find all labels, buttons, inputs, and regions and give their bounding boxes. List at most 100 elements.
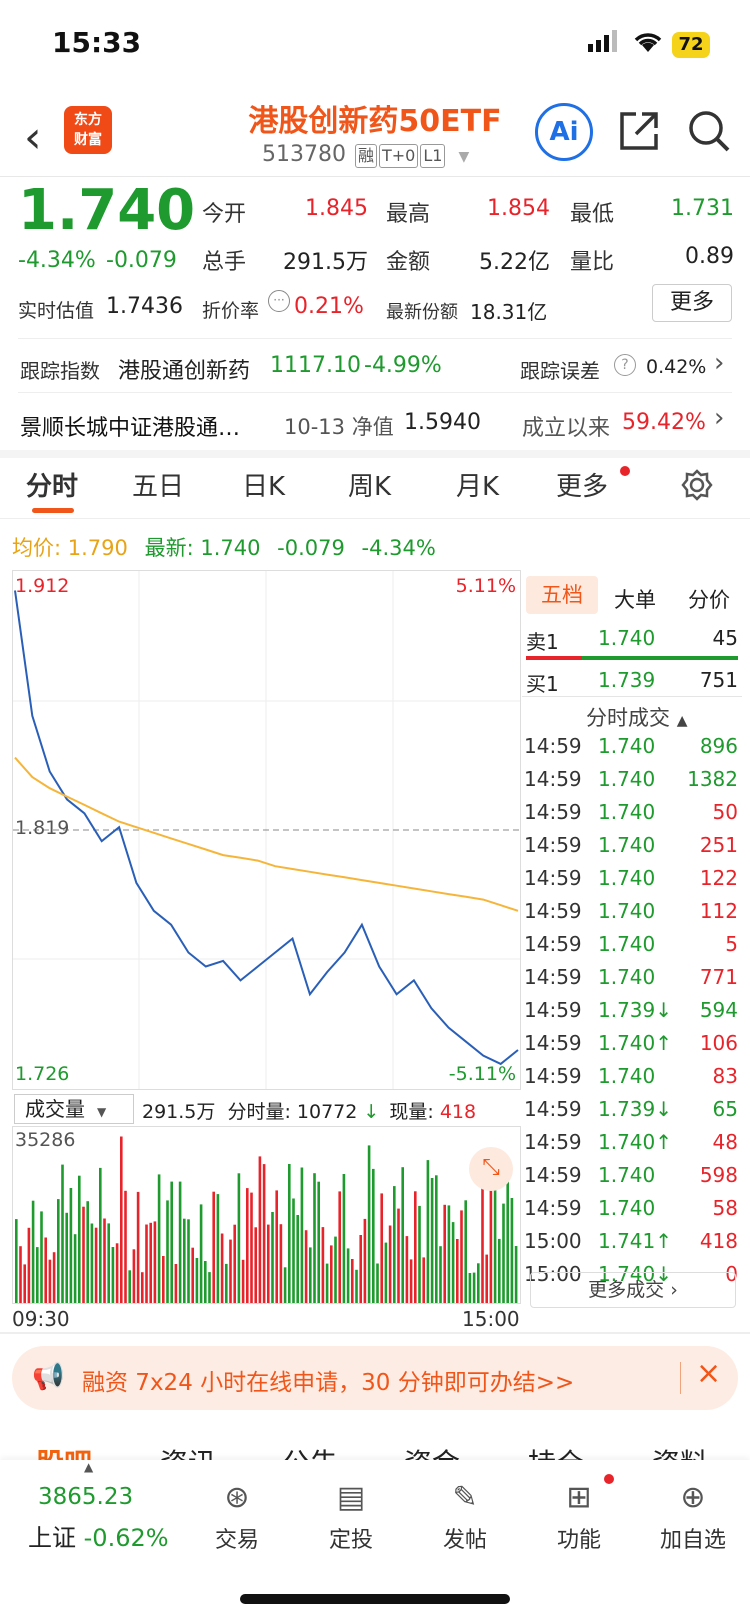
- volume-bar: [477, 1263, 480, 1303]
- chevron-right-icon[interactable]: ›: [714, 403, 725, 433]
- volume-bar: [313, 1173, 316, 1303]
- ai-assistant-button[interactable]: Ai: [535, 103, 593, 161]
- tick-price: 1.740: [598, 866, 656, 890]
- volume-bar: [237, 1173, 241, 1303]
- tick-time: 14:59: [524, 899, 582, 923]
- tab-five-level[interactable]: 五档: [526, 576, 598, 614]
- tab-5day[interactable]: 五日: [132, 472, 185, 502]
- tick-volume: 598: [699, 1163, 738, 1187]
- subtab-notice[interactable]: 公告: [282, 1442, 338, 1462]
- volume-bar: [271, 1212, 274, 1303]
- subtab-holding[interactable]: 持仓: [528, 1442, 584, 1462]
- help-icon[interactable]: ?: [614, 354, 636, 376]
- subtab-profile[interactable]: 资料: [652, 1442, 708, 1462]
- grid-icon: ⊞: [566, 1480, 592, 1515]
- volume-bar: [178, 1181, 182, 1303]
- volume-bar: [204, 1261, 207, 1303]
- tab-monthly-k[interactable]: 月K: [456, 472, 500, 502]
- minute-vol: 10772: [296, 1101, 358, 1123]
- tick-volume: 83: [712, 1064, 738, 1088]
- intraday-chart[interactable]: 1.912 5.11% 1.819 1.726 -5.11%: [12, 570, 521, 1090]
- volume-bar: [246, 1188, 249, 1303]
- chevron-right-icon[interactable]: ›: [714, 348, 725, 378]
- tracking-error-value: 0.42%: [646, 356, 707, 378]
- nav-add-watchlist-label: 加自选: [659, 1528, 726, 1553]
- search-icon[interactable]: [686, 108, 732, 158]
- tick-row: 15:00 1.740↓ 0: [522, 1262, 742, 1294]
- index-ticker[interactable]: 上证 -0.62%: [28, 1518, 169, 1553]
- tab-price-dist[interactable]: 分价: [688, 588, 730, 612]
- volume-bar: [393, 1186, 396, 1303]
- volume-bar: [31, 1200, 35, 1303]
- high-label: 最高: [386, 202, 431, 227]
- volume-bar: [124, 1190, 127, 1303]
- low-label: 最低: [570, 202, 615, 227]
- sort-up-icon: ▲: [676, 713, 688, 729]
- tick-price: 1.741↑: [598, 1229, 673, 1253]
- volume-bar: [115, 1243, 119, 1303]
- volume-bar: [262, 1164, 266, 1303]
- open-value: 1.845: [305, 196, 368, 221]
- tab-daily-k[interactable]: 日K: [242, 472, 286, 502]
- volume-bar: [498, 1238, 501, 1303]
- tick-row: 14:59 1.740 1382: [522, 767, 742, 799]
- volume-bar: [128, 1270, 131, 1303]
- nav-functions[interactable]: ⊞ 功能: [534, 1480, 624, 1554]
- volume-bar: [435, 1175, 438, 1303]
- volume-bar: [439, 1246, 442, 1303]
- tick-volume: 251: [699, 833, 738, 857]
- volume-bar: [514, 1246, 518, 1303]
- security-code-row[interactable]: 513780 融 T+0 L1 ▼: [262, 142, 469, 168]
- volume-bar: [191, 1247, 194, 1303]
- tick-volume: 0: [725, 1262, 738, 1286]
- subtab-fund[interactable]: 资金: [404, 1442, 460, 1462]
- nav-auto-invest[interactable]: ▤ 定投: [306, 1480, 396, 1554]
- tab-intraday[interactable]: 分时: [26, 472, 79, 502]
- volume-bar: [451, 1222, 455, 1303]
- back-icon[interactable]: ‹: [24, 112, 42, 163]
- promo-banner[interactable]: 📢 融资 7x24 小时在线申请，30 分钟即可办结>> ×: [12, 1346, 738, 1410]
- close-icon[interactable]: ×: [696, 1356, 722, 1391]
- volume-bar: [330, 1245, 333, 1303]
- volume-bar: [384, 1242, 388, 1303]
- volume-bar: [481, 1169, 484, 1303]
- volume-bar: [430, 1178, 434, 1303]
- volume-bar: [90, 1223, 94, 1303]
- subtab-guba[interactable]: 股吧: [36, 1442, 92, 1462]
- volume-selector-label: 成交量: [25, 1097, 85, 1121]
- tab-weekly-k[interactable]: 周K: [348, 472, 392, 502]
- tick-row: 14:59 1.740 5: [522, 932, 742, 964]
- nav-add-watchlist[interactable]: ⊕ 加自选: [648, 1480, 738, 1554]
- tab-more[interactable]: 更多: [556, 472, 609, 502]
- volume-bar: [86, 1201, 89, 1303]
- share-icon[interactable]: [616, 108, 662, 158]
- fund-name[interactable]: 景顺长城中证港股通…: [20, 416, 241, 441]
- ticks-title[interactable]: 分时成交 ▲: [586, 702, 687, 732]
- tick-time: 15:00: [524, 1229, 582, 1253]
- volume-bar: [388, 1225, 392, 1303]
- tracking-index-name[interactable]: 港股通创新药: [118, 359, 251, 384]
- tick-time: 14:59: [524, 767, 582, 791]
- volume-chart[interactable]: 35286 ⤡: [12, 1126, 521, 1304]
- volume-bar: [233, 1224, 236, 1303]
- nav-trade[interactable]: ⊛ 交易: [192, 1480, 282, 1554]
- time-start: 09:30: [12, 1307, 70, 1331]
- volume-bar: [149, 1222, 152, 1303]
- edit-icon: ✎: [452, 1480, 478, 1515]
- volume-bar: [132, 1249, 136, 1303]
- volume-bar: [174, 1264, 178, 1303]
- tick-time: 14:59: [524, 1097, 582, 1121]
- tab-big-order[interactable]: 大单: [614, 588, 656, 612]
- amount-value: 5.22亿: [479, 250, 550, 275]
- ask-vol: 45: [712, 626, 738, 650]
- more-ticks-button[interactable]: 更多成交 ›: [530, 1272, 736, 1308]
- chevron-down-icon: ▼: [97, 1105, 107, 1119]
- expand-icon[interactable]: ⤡: [469, 1147, 513, 1191]
- info-icon[interactable]: ···: [268, 290, 290, 312]
- nav-post[interactable]: ✎ 发帖: [420, 1480, 510, 1554]
- settings-icon[interactable]: [680, 468, 714, 506]
- more-button[interactable]: 更多: [652, 284, 732, 322]
- tick-row: 14:59 1.740 122: [522, 866, 742, 898]
- volume-selector[interactable]: 成交量 ▼: [14, 1094, 134, 1124]
- subtab-news[interactable]: 资讯: [160, 1442, 216, 1462]
